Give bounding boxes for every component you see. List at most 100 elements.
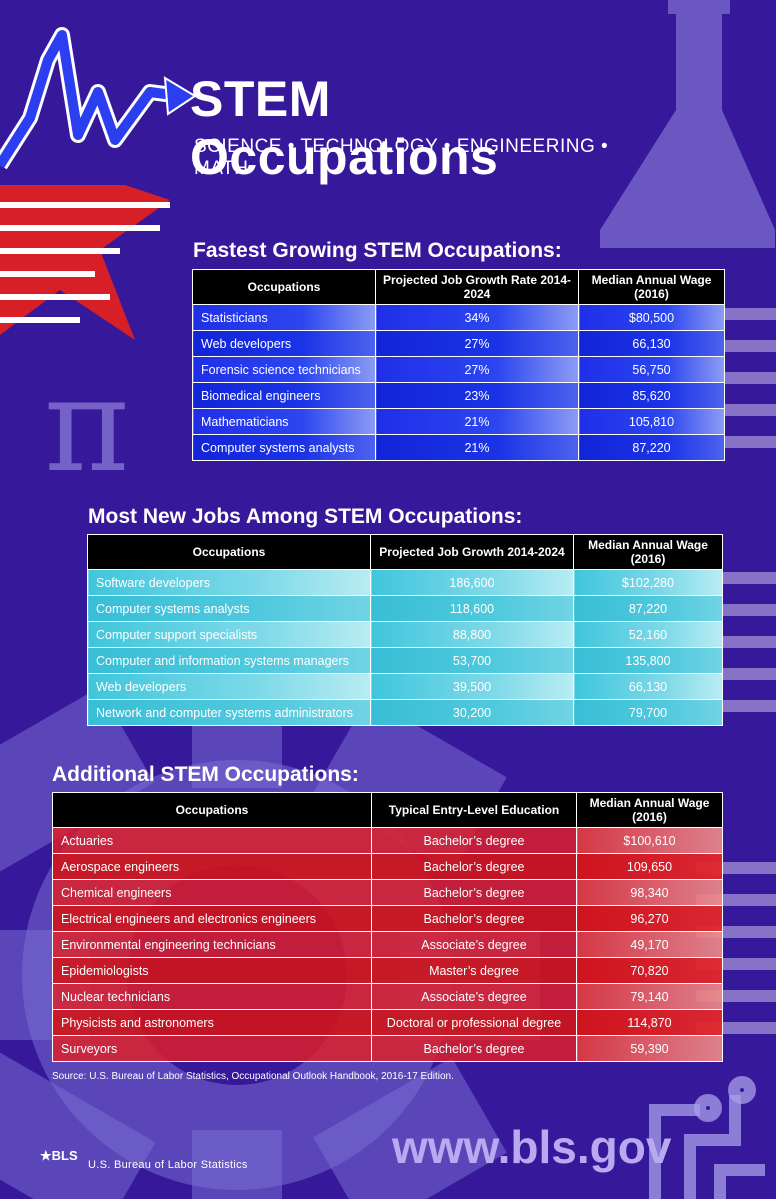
- wage-cell: 114,870: [576, 1009, 723, 1036]
- table-row: Software developers 186,600 $102,280: [87, 569, 723, 596]
- most-new-jobs-table: Occupations Projected Job Growth 2014-20…: [87, 534, 723, 726]
- wage-cell: $100,610: [576, 827, 723, 854]
- job-growth-cell: 39,500: [370, 673, 574, 700]
- section-title-most-new-jobs: Most New Jobs Among STEM Occupations:: [88, 505, 523, 528]
- table-row: Chemical engineers Bachelor’s degree 98,34…: [52, 879, 723, 906]
- education-cell: Bachelor’s degree: [371, 1035, 577, 1062]
- table-row: Network and computer systems administrat…: [87, 699, 723, 726]
- occupation-cell: Nuclear technicians: [52, 983, 372, 1010]
- wage-cell: 59,390: [576, 1035, 723, 1062]
- table-row: Computer systems analysts 118,600 87,220: [87, 595, 723, 622]
- wage-cell: 49,170: [576, 931, 723, 958]
- column-header: Median Annual Wage (2016): [573, 534, 723, 570]
- occupation-cell: Physicists and astronomers: [52, 1009, 372, 1036]
- table-row: Mathematicians 21% 105,810: [192, 408, 725, 435]
- bls-logo: ★BLS: [40, 1148, 78, 1164]
- wage-cell: 87,220: [578, 434, 725, 461]
- occupation-cell: Computer and information systems manager…: [87, 647, 371, 674]
- column-header: Projected Job Growth 2014-2024: [370, 534, 574, 570]
- page-subtitle: SCIENCE • TECHNOLOGY • ENGINEERING • MAT…: [194, 136, 609, 179]
- table-row: Surveyors Bachelor’s degree 59,390: [52, 1035, 723, 1062]
- education-cell: Master’s degree: [371, 957, 577, 984]
- section-title-fastest-growing: Fastest Growing STEM Occupations:: [193, 239, 562, 262]
- education-cell: Bachelor’s degree: [371, 853, 577, 880]
- wage-cell: 98,340: [576, 879, 723, 906]
- column-header: Occupations: [52, 792, 372, 828]
- wage-cell: 79,140: [576, 983, 723, 1010]
- pi-icon: π: [44, 349, 129, 501]
- education-cell: Associate’s degree: [371, 983, 577, 1010]
- column-header: Median Annual Wage (2016): [578, 269, 725, 305]
- table-row: Nuclear technicians Associate’s degree 79,…: [52, 983, 723, 1010]
- table-row: Aerospace engineers Bachelor’s degree 109,…: [52, 853, 723, 880]
- column-header: Occupations: [87, 534, 371, 570]
- job-growth-cell: 186,600: [370, 569, 574, 596]
- source-note: Source: U.S. Bureau of Labor Statistics,…: [52, 1071, 454, 1082]
- education-cell: Bachelor’s degree: [371, 827, 577, 854]
- wage-cell: 56,750: [578, 356, 725, 383]
- growth-rate-cell: 21%: [375, 408, 579, 435]
- occupation-cell: Surveyors: [52, 1035, 372, 1062]
- fastest-growing-table: Occupations Projected Job Growth Rate 20…: [192, 269, 725, 461]
- star-icon: ★: [40, 1148, 52, 1163]
- occupation-cell: Mathematicians: [192, 408, 376, 435]
- column-header: Median Annual Wage (2016): [576, 792, 723, 828]
- occupation-cell: Computer systems analysts: [192, 434, 376, 461]
- wage-cell: 135,800: [573, 647, 723, 674]
- occupation-cell: Software developers: [87, 569, 371, 596]
- growth-rate-cell: 27%: [375, 356, 579, 383]
- growth-rate-cell: 21%: [375, 434, 579, 461]
- wage-cell: 96,270: [576, 905, 723, 932]
- occupation-cell: Statisticians: [192, 304, 376, 331]
- growth-rate-cell: 27%: [375, 330, 579, 357]
- table-row: Physicists and astronomers Doctoral or pr…: [52, 1009, 723, 1036]
- wage-cell: 87,220: [573, 595, 723, 622]
- occupation-cell: Actuaries: [52, 827, 372, 854]
- table-row: Computer and information systems manager…: [87, 647, 723, 674]
- job-growth-cell: 30,200: [370, 699, 574, 726]
- education-cell: Doctoral or professional degree: [371, 1009, 577, 1036]
- growth-rate-cell: 23%: [375, 382, 579, 409]
- table-row: Statisticians 34% $80,500: [192, 304, 725, 331]
- occupation-cell: Computer systems analysts: [87, 595, 371, 622]
- wage-cell: 66,130: [573, 673, 723, 700]
- wage-cell: 66,130: [578, 330, 725, 357]
- table-row: Web developers 39,500 66,130: [87, 673, 723, 700]
- occupation-cell: Environmental engineering technicians: [52, 931, 372, 958]
- education-cell: Associate’s degree: [371, 931, 577, 958]
- flask-icon: [600, 0, 775, 248]
- growth-rate-cell: 34%: [375, 304, 579, 331]
- table-row: Epidemiologists Master’s degree 70,820: [52, 957, 723, 984]
- job-growth-cell: 118,600: [370, 595, 574, 622]
- chart-arrow-icon: [0, 27, 197, 170]
- education-cell: Bachelor’s degree: [371, 905, 577, 932]
- job-growth-cell: 53,700: [370, 647, 574, 674]
- wage-cell: $80,500: [578, 304, 725, 331]
- bls-logo-text: BLS: [51, 1148, 78, 1163]
- column-header: Typical Entry-Level Education: [371, 792, 577, 828]
- website-link[interactable]: www.bls.gov: [392, 1121, 672, 1173]
- agency-name: U.S. Bureau of Labor Statistics: [88, 1159, 248, 1171]
- star-flag-icon: [0, 185, 170, 340]
- occupation-cell: Forensic science technicians: [192, 356, 376, 383]
- table-header-row: Occupations Typical Entry-Level Educatio…: [52, 792, 723, 828]
- additional-occupations-table: Occupations Typical Entry-Level Educatio…: [52, 792, 723, 1062]
- column-header: Projected Job Growth Rate 2014-2024: [375, 269, 579, 305]
- wage-cell: 79,700: [573, 699, 723, 726]
- wage-cell: 52,160: [573, 621, 723, 648]
- page-title: STEM Occupations: [190, 71, 499, 185]
- circuit-icon: [649, 1076, 765, 1199]
- occupation-cell: Biomedical engineers: [192, 382, 376, 409]
- occupation-cell: Electrical engineers and electronics eng…: [52, 905, 372, 932]
- section-title-additional: Additional STEM Occupations:: [52, 763, 359, 786]
- occupation-cell: Chemical engineers: [52, 879, 372, 906]
- table-header-row: Occupations Projected Job Growth 2014-20…: [87, 534, 723, 570]
- wage-cell: 105,810: [578, 408, 725, 435]
- wage-cell: 109,650: [576, 853, 723, 880]
- occupation-cell: Network and computer systems administrat…: [87, 699, 371, 726]
- table-row: Actuaries Bachelor’s degree $100,610: [52, 827, 723, 854]
- wage-cell: 85,620: [578, 382, 725, 409]
- wage-cell: 70,820: [576, 957, 723, 984]
- occupation-cell: Aerospace engineers: [52, 853, 372, 880]
